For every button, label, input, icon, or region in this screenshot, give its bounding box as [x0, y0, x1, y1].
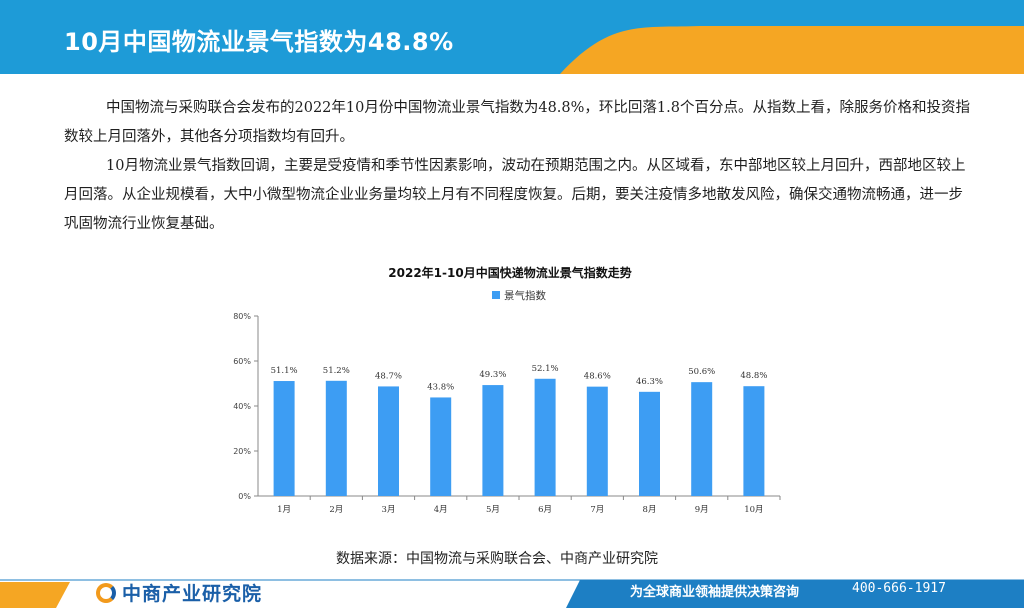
- bar: [430, 397, 452, 496]
- x-tick-label: 2月: [329, 505, 343, 515]
- bar: [378, 386, 399, 496]
- x-tick-label: 3月: [382, 505, 396, 515]
- y-tick-label: 0%: [238, 492, 251, 501]
- legend-label: 景气指数: [504, 290, 546, 302]
- bar: [534, 378, 556, 496]
- bar-value-label: 51.1%: [271, 366, 298, 376]
- legend-swatch: [492, 291, 500, 299]
- y-tick-label: 60%: [233, 357, 251, 366]
- x-tick-label: 8月: [643, 505, 657, 515]
- bar: [273, 381, 295, 496]
- bar: [743, 386, 765, 496]
- header-band: 10月中国物流业景气指数为48.8%: [0, 0, 1024, 74]
- bar: [586, 386, 608, 496]
- data-source: 数据来源：中国物流与采购联合会、中商产业研究院: [336, 551, 658, 567]
- bar-value-label: 46.3%: [636, 377, 663, 387]
- chart-title: 2022年1-10月中国快递物流业景气指数走势: [388, 266, 632, 280]
- x-tick-label: 1月: [277, 505, 291, 515]
- x-tick-label: 10月: [744, 505, 763, 515]
- chart-legend: 景气指数: [492, 288, 546, 303]
- y-tick-label: 20%: [233, 447, 251, 456]
- footer-band: 中商产业研究院 为全球商业领袖提供决策咨询 400-666-1917: [0, 576, 1024, 608]
- logo-text: 中商产业研究院: [122, 583, 263, 605]
- header-background: [0, 0, 1024, 74]
- x-tick-label: 7月: [590, 505, 604, 515]
- logo-icon: [96, 582, 116, 603]
- y-tick-label: 40%: [233, 402, 251, 411]
- footer-background: [0, 579, 1024, 608]
- chart-plot: 0% 20% 40% 60% 80% 51.1% 1月 51.2% 2月 48.7% 3月 43.8%…: [233, 312, 781, 515]
- bar-value-label: 43.8%: [427, 382, 454, 392]
- bar: [639, 391, 660, 496]
- footer-slogan: 为全球商业领袖提供决策咨询: [630, 585, 800, 600]
- x-tick-label: 5月: [486, 505, 500, 515]
- bar-chart: 2022年1-10月中国快递物流业景气指数走势 景气指数 0% 20% 40% 60%…: [230, 262, 790, 524]
- bar-value-label: 51.2%: [323, 366, 350, 376]
- bar: [325, 380, 347, 496]
- page-title: 10月中国物流业景气指数为48.8%: [64, 28, 454, 56]
- bar-value-label: 50.6%: [688, 367, 715, 377]
- body-paragraph-2: 10月物流业景气指数回调，主要是受疫情和季节性因素影响，波动在预期范围之内。从区…: [64, 158, 966, 232]
- bar: [691, 382, 713, 496]
- bar-value-label: 48.8%: [740, 371, 767, 381]
- bar-value-label: 52.1%: [532, 364, 559, 374]
- bar-value-label: 48.6%: [584, 372, 611, 382]
- x-tick-label: 4月: [434, 505, 448, 515]
- body-paragraph-1: 中国物流与采购联合会发布的2022年10月份中国物流业景气指数为48.8%，环比…: [64, 100, 970, 145]
- company-logo: 中商产业研究院: [96, 579, 262, 606]
- footer-phone: 400-666-1917: [852, 581, 946, 596]
- bar-value-label: 48.7%: [375, 371, 402, 381]
- x-tick-label: 9月: [695, 505, 709, 515]
- bar: [482, 385, 504, 496]
- bar-value-label: 49.3%: [479, 370, 506, 380]
- x-tick-label: 6月: [538, 505, 552, 515]
- y-tick-label: 80%: [233, 312, 251, 321]
